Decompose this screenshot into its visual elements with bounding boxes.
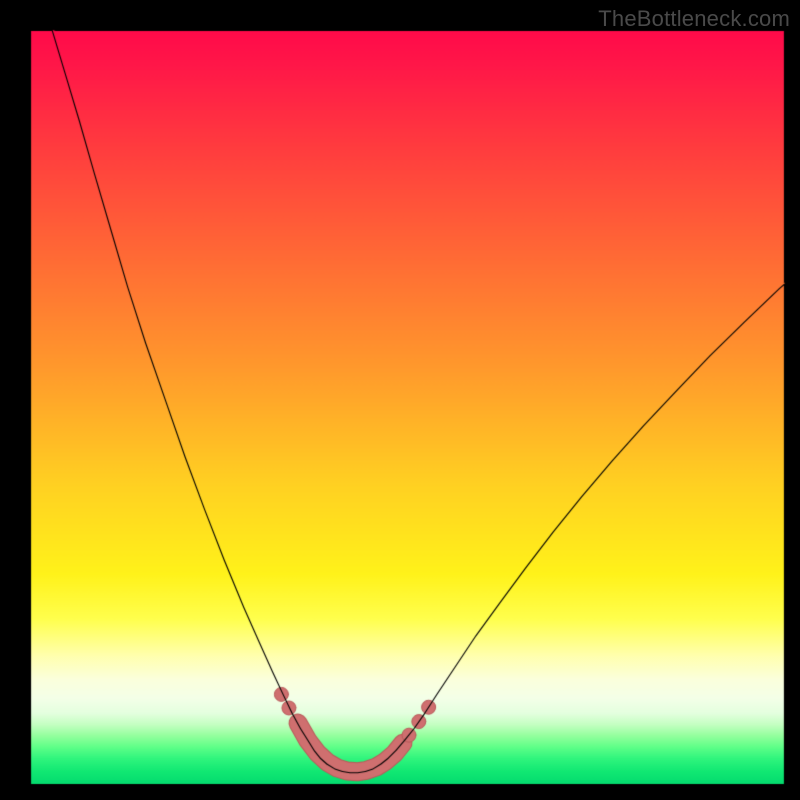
chart-stage: TheBottleneck.com bbox=[0, 0, 800, 800]
watermark-text: TheBottleneck.com bbox=[598, 6, 790, 32]
bottleneck-curve-chart bbox=[0, 0, 800, 800]
